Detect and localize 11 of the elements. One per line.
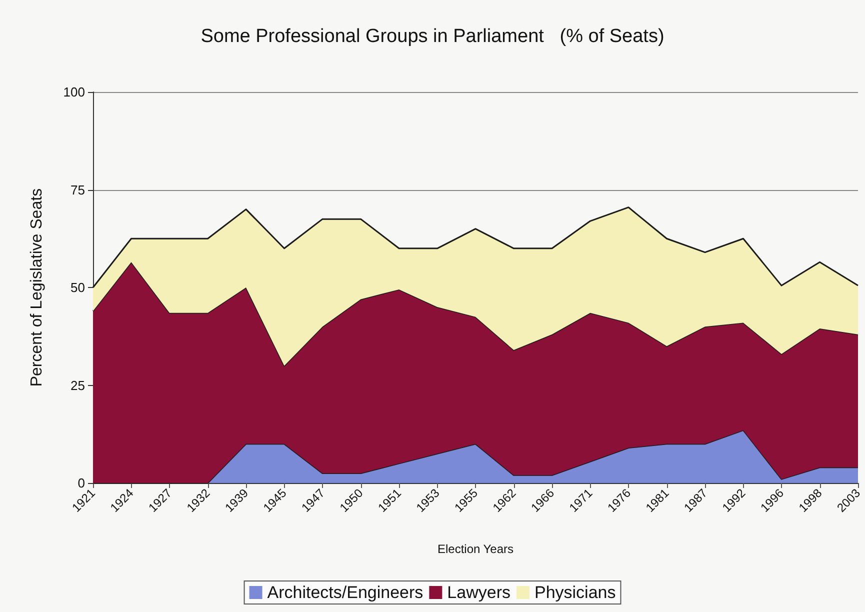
y-axis-title: Percent of Legislative Seats	[28, 188, 46, 387]
y-tick-label: 25	[70, 378, 85, 393]
x-axis-title: Election Years	[437, 542, 514, 556]
chart-title: Some Professional Groups in Parliament (% of Seats)	[200, 26, 664, 47]
legend-label: Lawyers	[447, 583, 510, 602]
legend-label: Physicians	[534, 583, 616, 602]
legend-label: Architects/Engineers	[267, 583, 424, 602]
y-tick-label: 75	[70, 182, 85, 198]
y-tick-label: 0	[78, 476, 85, 490]
y-tick-label: 50	[70, 280, 85, 295]
y-tick-label: 100	[63, 84, 85, 100]
